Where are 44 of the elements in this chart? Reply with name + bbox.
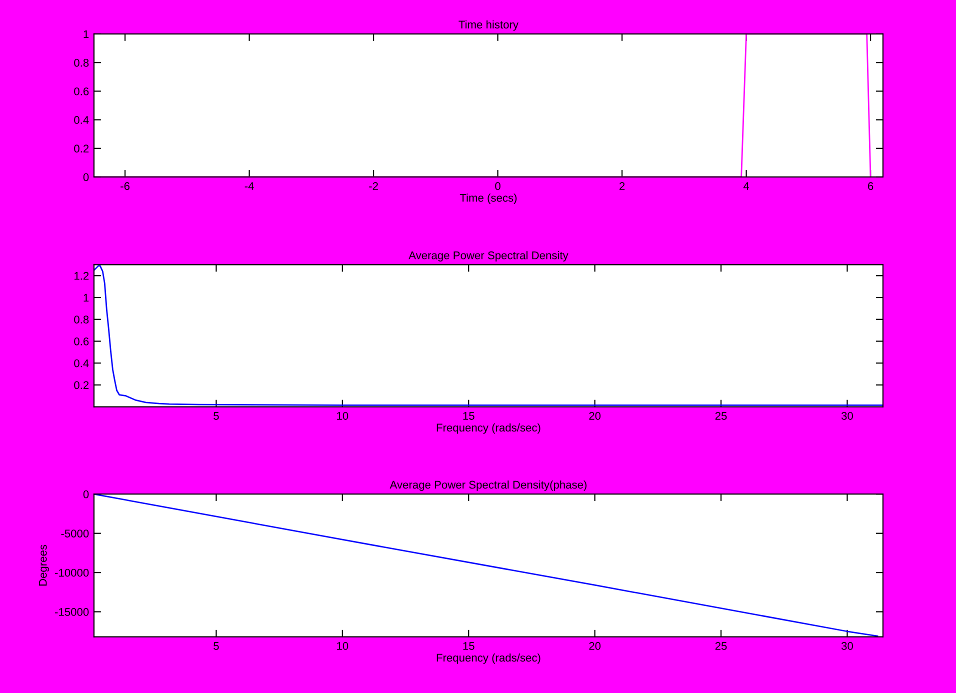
x-tick-label: 25 — [715, 642, 727, 650]
y-tick-label: 0.6 — [74, 87, 89, 96]
x-tick-label: 6 — [868, 182, 874, 190]
y-tick-label: 1.2 — [74, 272, 89, 280]
y-tick-label: 0 — [83, 173, 89, 182]
x-tick-label: 0 — [495, 182, 500, 190]
x-tick-label: 5 — [214, 642, 219, 650]
x-tick-label: 25 — [715, 412, 727, 420]
x-tick-label: 10 — [337, 412, 348, 420]
line-series — [94, 265, 883, 406]
x-axis-title: Time (secs) — [460, 194, 517, 204]
chart-title: Time history — [458, 20, 518, 31]
y-tick-label: 0.4 — [74, 359, 89, 368]
x-tick-label: 2 — [620, 182, 625, 190]
x-tick-label: -2 — [369, 182, 378, 190]
y-tick-label: 0.4 — [74, 116, 89, 124]
y-tick-label: -15000 — [55, 608, 89, 616]
y-tick-label: 1 — [84, 30, 89, 38]
x-axis-title: Frequency (rads/sec) — [436, 653, 540, 664]
x-tick-label: 30 — [841, 642, 853, 650]
y-tick-label: -10000 — [55, 568, 89, 577]
x-tick-label: 10 — [337, 642, 348, 650]
y-tick-label: -5000 — [61, 530, 89, 538]
x-tick-label: 20 — [589, 412, 601, 420]
x-tick-label: -6 — [120, 182, 130, 190]
x-tick-label: 20 — [589, 642, 601, 650]
x-tick-label: 15 — [463, 412, 474, 420]
x-tick-label: -4 — [244, 182, 254, 190]
y-tick-label: 0 — [83, 490, 89, 498]
x-tick-label: 30 — [841, 412, 853, 420]
x-axis-title: Frequency (rads/sec) — [436, 423, 540, 434]
y-tick-label: 0.6 — [74, 337, 89, 346]
y-tick-label: 0.2 — [74, 144, 89, 153]
x-tick-label: 15 — [463, 642, 474, 650]
x-tick-label: 5 — [214, 412, 219, 420]
y-tick-label: 0.8 — [74, 58, 89, 67]
line-series — [94, 494, 878, 637]
y-tick-label: 0.8 — [74, 316, 89, 324]
y-axis-title: Degrees — [39, 544, 49, 586]
y-tick-label: 0.2 — [74, 381, 89, 390]
chart-title: Average Power Spectral Density — [408, 251, 568, 262]
chart-title: Average Power Spectral Density(phase) — [390, 480, 586, 491]
x-tick-label: 4 — [743, 182, 750, 190]
y-tick-label: 1 — [84, 294, 89, 302]
